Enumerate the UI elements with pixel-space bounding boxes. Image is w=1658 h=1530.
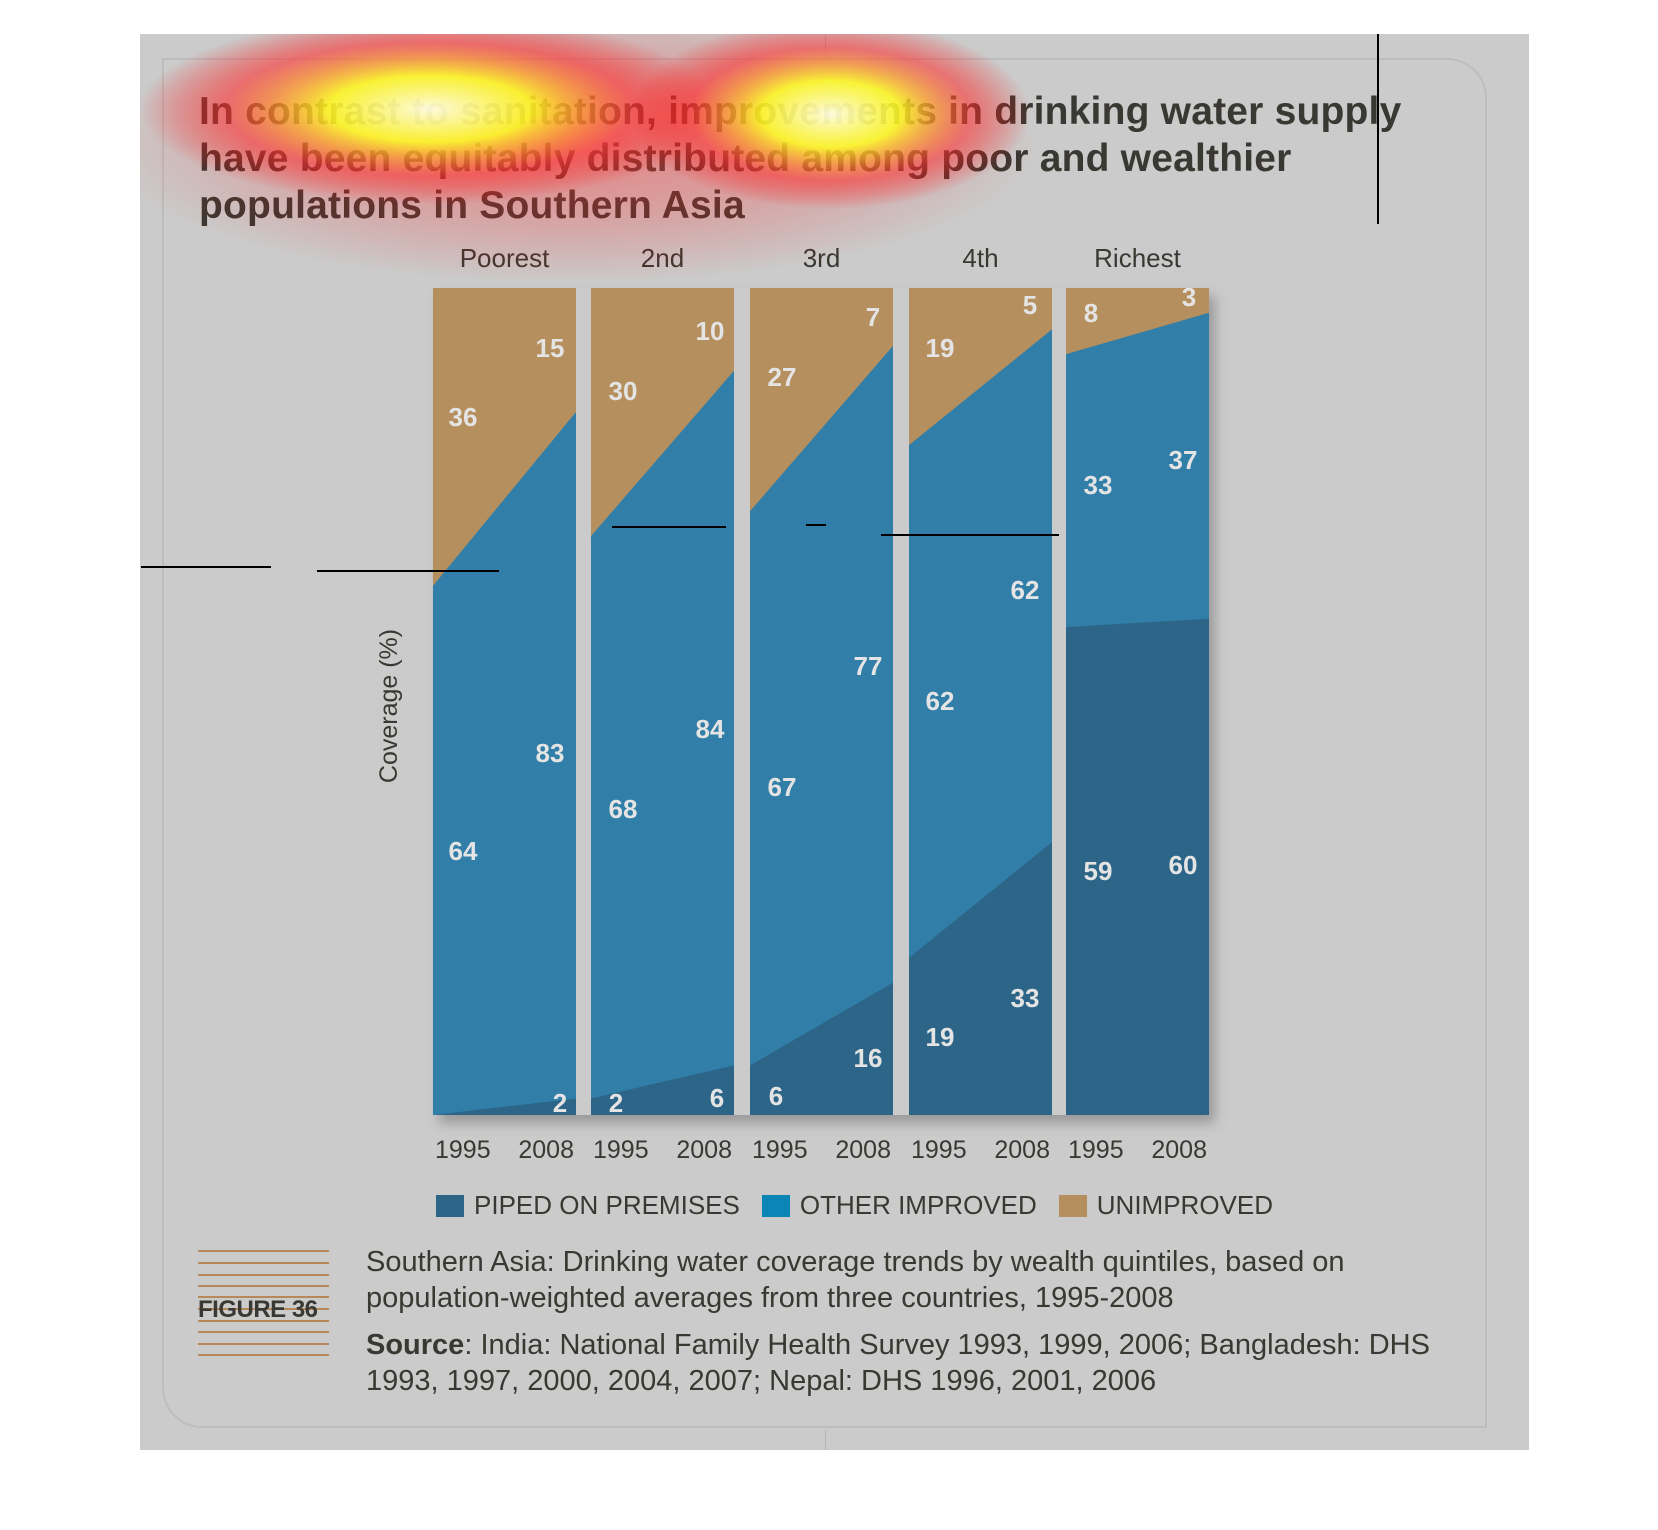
data-label-unimproved: 7 xyxy=(866,302,880,332)
area-piped xyxy=(433,1098,576,1115)
data-label-other-improved: 33 xyxy=(1084,470,1113,500)
y-axis-label: Coverage (%) xyxy=(375,629,403,783)
data-label-unimproved: 27 xyxy=(768,362,797,392)
data-label-piped: 60 xyxy=(1169,850,1198,880)
annotation-line xyxy=(1377,34,1379,224)
x-tick-label: 2008 xyxy=(518,1136,574,1164)
legend-item-piped: PIPED ON PREMISES xyxy=(436,1190,740,1221)
x-tick-label: 2008 xyxy=(676,1136,732,1164)
data-label-other-improved: 83 xyxy=(536,738,565,768)
x-tick-label: 1995 xyxy=(752,1136,808,1164)
legend: PIPED ON PREMISES OTHER IMPROVED UNIMPRO… xyxy=(436,1190,1295,1221)
legend-label-other-improved: OTHER IMPROVED xyxy=(799,1190,1037,1220)
decorative-rule xyxy=(198,1285,329,1287)
data-label-other-improved: 64 xyxy=(449,836,478,866)
data-label-unimproved: 5 xyxy=(1023,290,1037,320)
fold-line-bottom xyxy=(825,1430,826,1450)
data-label-piped: 16 xyxy=(854,1043,883,1073)
legend-item-unimproved: UNIMPROVED xyxy=(1058,1190,1274,1221)
figure-number-block: FIGURE 36 xyxy=(198,1250,329,1368)
x-tick-label: 1995 xyxy=(435,1136,491,1164)
legend-swatch-unimproved xyxy=(1058,1194,1087,1217)
data-label-unimproved: 3 xyxy=(1182,282,1196,312)
decorative-rule xyxy=(198,1262,329,1264)
x-tick-label: 2008 xyxy=(1151,1136,1207,1164)
area-piped xyxy=(750,982,893,1115)
data-label-unimproved: 8 xyxy=(1084,298,1098,328)
data-label-piped: 19 xyxy=(926,1022,955,1052)
figure-caption: Southern Asia: Drinking water coverage t… xyxy=(366,1246,1345,1314)
data-label-other-improved: 62 xyxy=(1011,575,1040,605)
panel-2nd: 2nd 1995 2008 xyxy=(591,243,734,1164)
decorative-rule xyxy=(198,1308,329,1310)
data-label-other-improved: 37 xyxy=(1169,445,1198,475)
x-tick-label: 1995 xyxy=(593,1136,649,1164)
data-label-piped: 33 xyxy=(1011,983,1040,1013)
area-piped xyxy=(909,842,1052,1115)
figure-source: Source: India: National Family Health Su… xyxy=(366,1327,1446,1399)
data-label-other-improved: 62 xyxy=(926,686,955,716)
area-other-improved xyxy=(750,345,893,1115)
annotation-line xyxy=(612,526,726,528)
data-label-piped: 2 xyxy=(609,1088,623,1118)
decorative-rule xyxy=(198,1296,329,1298)
x-tick-label: 1995 xyxy=(1068,1136,1124,1164)
data-label-unimproved: 10 xyxy=(696,316,725,346)
data-label-other-improved: 84 xyxy=(696,714,725,744)
panel-poorest: Poorest 1995 2008 xyxy=(433,243,576,1164)
area-other-improved xyxy=(591,370,734,1115)
quintile-label: Poorest xyxy=(460,243,550,273)
panel-3rd: 3rd 1995 2008 xyxy=(750,243,893,1164)
annotation-line xyxy=(806,524,826,526)
x-tick-label: 2008 xyxy=(994,1136,1050,1164)
data-label-piped: 2 xyxy=(553,1088,567,1118)
panel-4th: 4th 1995 2008 xyxy=(909,243,1052,1164)
data-label-other-improved: 77 xyxy=(854,651,883,681)
source-text: : India: National Family Health Survey 1… xyxy=(366,1329,1430,1397)
decorative-rule xyxy=(198,1343,329,1345)
quintile-label: 3rd xyxy=(803,243,841,273)
data-label-other-improved: 68 xyxy=(609,794,638,824)
annotation-line xyxy=(881,534,1059,536)
legend-label-unimproved: UNIMPROVED xyxy=(1096,1190,1274,1220)
data-label-other-improved: 67 xyxy=(768,772,797,802)
panel-richest: Richest 1995 2008 xyxy=(1066,243,1209,1164)
area-piped xyxy=(1066,618,1209,1115)
data-label-piped: 59 xyxy=(1084,856,1113,886)
data-label-unimproved: 30 xyxy=(609,376,638,406)
legend-swatch-other-improved xyxy=(761,1194,790,1217)
decorative-rule xyxy=(198,1331,329,1333)
data-label-unimproved: 19 xyxy=(926,333,955,363)
decorative-rule xyxy=(198,1274,329,1276)
legend-label-piped: PIPED ON PREMISES xyxy=(474,1190,740,1220)
figure-label: FIGURE 36 xyxy=(198,1296,318,1323)
annotation-line xyxy=(317,570,499,572)
x-tick-label: 2008 xyxy=(835,1136,891,1164)
decorative-rule xyxy=(198,1354,329,1356)
decorative-rule xyxy=(198,1320,329,1322)
data-label-unimproved: 36 xyxy=(449,402,478,432)
data-label-piped: 6 xyxy=(710,1083,724,1113)
x-tick-label: 1995 xyxy=(911,1136,967,1164)
annotation-line xyxy=(141,566,271,568)
area-other-improved xyxy=(433,412,576,1115)
quintile-label: 2nd xyxy=(641,243,684,273)
area-piped xyxy=(591,1065,734,1115)
data-label-unimproved: 15 xyxy=(536,333,565,363)
quintile-label: Richest xyxy=(1094,243,1181,273)
decorative-rule xyxy=(198,1250,329,1252)
quintile-label: 4th xyxy=(962,243,998,273)
source-label: Source xyxy=(366,1329,465,1361)
data-label-piped: 6 xyxy=(769,1081,783,1111)
legend-item-other-improved: OTHER IMPROVED xyxy=(761,1190,1037,1221)
legend-swatch-piped xyxy=(436,1194,464,1217)
